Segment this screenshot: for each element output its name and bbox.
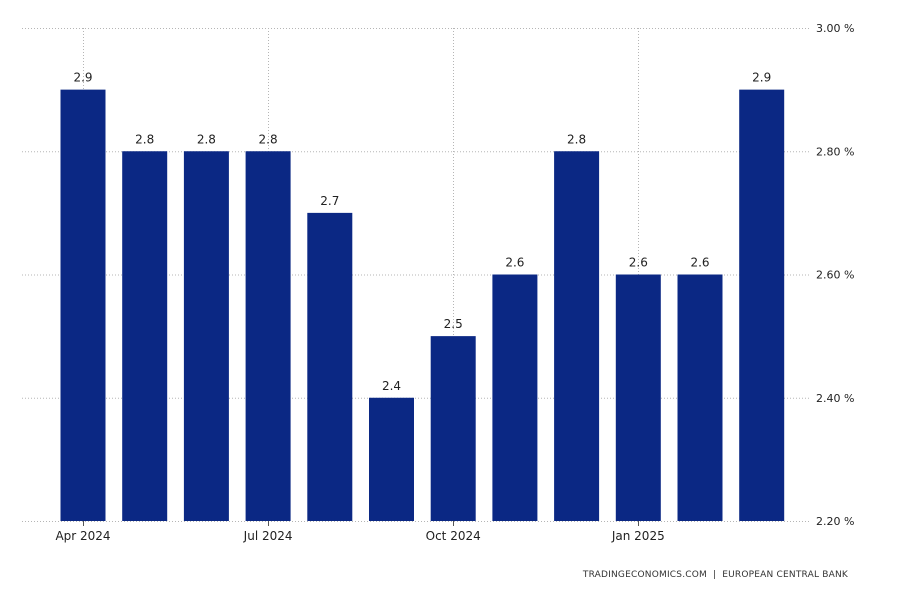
- bar: [245, 151, 291, 521]
- source-separator: |: [713, 570, 717, 580]
- bar-value-label: 2.7: [320, 194, 339, 208]
- y-tick-label: 3.00 %: [816, 22, 854, 35]
- bar-value-label: 2.6: [690, 256, 709, 270]
- y-tick-label: 2.40 %: [816, 392, 854, 405]
- bar: [677, 274, 723, 521]
- bar-value-label: 2.8: [197, 132, 216, 146]
- bar: [122, 151, 168, 521]
- bar-value-label: 2.9: [73, 71, 92, 85]
- bar-value-label: 2.9: [752, 71, 771, 85]
- x-tick-label: Jan 2025: [611, 529, 665, 543]
- source-website[interactable]: TRADINGECONOMICS.COM: [582, 570, 707, 580]
- bar: [60, 89, 106, 521]
- bar-value-label: 2.8: [135, 132, 154, 146]
- bar: [615, 274, 661, 521]
- data-labels: 2.9 2.8 2.8 2.8 2.7 2.4 2.5 2.6 2.8 2.6 2.6 2.9: [73, 71, 771, 393]
- bar: [430, 336, 476, 521]
- bar-value-label: 2.5: [444, 317, 463, 331]
- bar: [307, 212, 353, 521]
- bar: [183, 151, 229, 521]
- bar: [369, 397, 414, 521]
- y-tick-label: 2.60 %: [816, 269, 854, 282]
- bar: [739, 89, 785, 521]
- x-tick-label: Apr 2024: [55, 529, 110, 543]
- x-tick-label: Jul 2024: [243, 529, 293, 543]
- x-tick-label: Oct 2024: [426, 529, 481, 543]
- bar-value-label: 2.8: [567, 132, 586, 146]
- y-axis: 2.20 % 2.40 % 2.60 % 2.80 % 3.00 %: [816, 22, 854, 528]
- source-provider: EUROPEAN CENTRAL BANK: [722, 570, 848, 580]
- source-credit: TRADINGECONOMICS.COM | EUROPEAN CENTRAL BA…: [583, 570, 848, 580]
- y-tick-label: 2.20 %: [816, 515, 854, 528]
- bar-value-label: 2.4: [382, 379, 401, 393]
- y-tick-label: 2.80 %: [816, 145, 854, 158]
- bar: [492, 274, 538, 521]
- x-axis: Apr 2024 Jul 2024 Oct 2024 Jan 2025: [55, 521, 665, 543]
- bar-value-label: 2.8: [259, 132, 278, 146]
- bar: [554, 151, 600, 521]
- bar-value-label: 2.6: [629, 256, 648, 270]
- bar-value-label: 2.6: [505, 256, 524, 270]
- bars: [60, 89, 785, 521]
